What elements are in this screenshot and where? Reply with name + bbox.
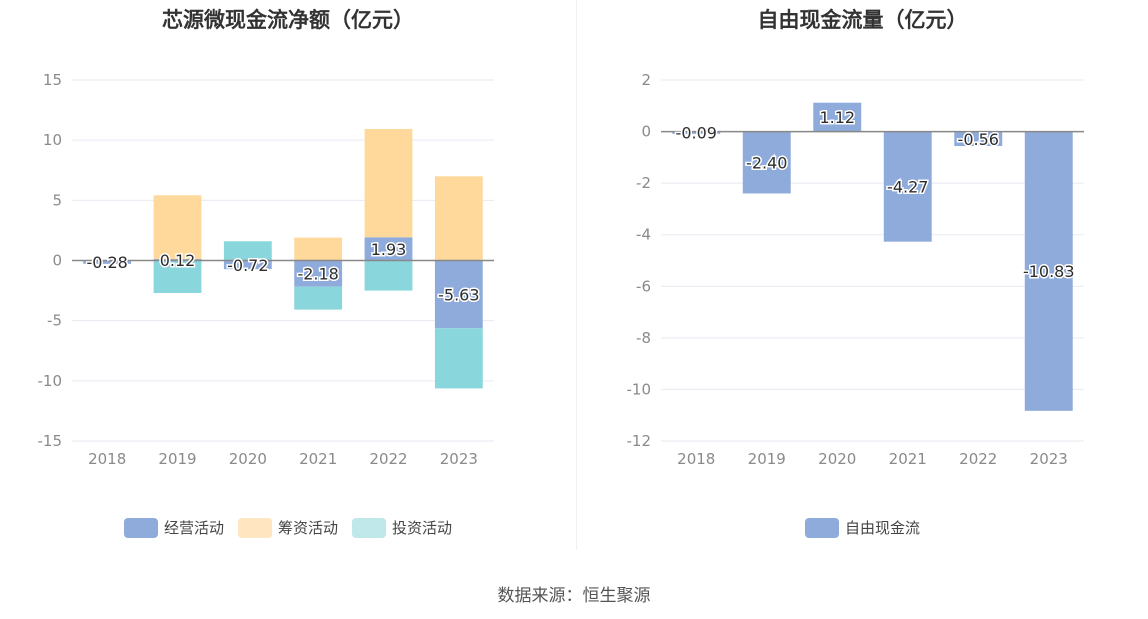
x-tick-label: 2022 (369, 450, 407, 468)
bar-segment (742, 131, 791, 194)
bar-segment (813, 102, 862, 132)
chart-legend: 自由现金流 (577, 517, 1148, 538)
legend-label: 投资活动 (392, 519, 453, 537)
y-tick-label: 5 (52, 191, 62, 209)
cash-flow-net-chart-panel: 芯源微现金流净额（亿元） 15 10 5 0 -5 -10 -15 2018 2019 2020 2… (0, 8, 576, 538)
legend-item[interactable]: 筹资活动 (237, 517, 338, 538)
bar-value-label: -2.18 (297, 265, 338, 284)
bar-value-label: -10.83 (1023, 262, 1075, 281)
bar-segment (83, 260, 132, 264)
bar-segment (434, 260, 483, 329)
x-tick-label: 2018 (677, 450, 715, 468)
bar-value-label: 1.12 (819, 108, 855, 127)
bar-segment (294, 286, 343, 310)
y-tick-label: 15 (43, 71, 62, 89)
bar-segment (294, 260, 343, 287)
y-tick-label: -4 (636, 226, 651, 244)
bar-segment (883, 131, 932, 242)
y-tick-label: -6 (636, 277, 651, 295)
bar-value-label: -5.63 (438, 285, 479, 304)
chart-title: 芯源微现金流净额（亿元） (162, 8, 414, 32)
data-source-note: 数据来源：恒生聚源 (497, 586, 651, 606)
y-tick-label: 10 (43, 131, 62, 149)
y-tick-label: -10 (38, 372, 63, 390)
legend-label: 筹资活动 (277, 519, 338, 537)
bar-value-label: -0.09 (676, 124, 717, 143)
legend-item[interactable]: 经营活动 (123, 517, 224, 538)
x-tick-label: 2022 (959, 450, 997, 468)
bar-value-label: -0.72 (227, 256, 268, 275)
bar-segment (1024, 131, 1073, 411)
y-tick-label: -8 (636, 329, 651, 347)
legend-label: 自由现金流 (844, 519, 920, 537)
bar-segment (434, 176, 483, 261)
bar-segment (364, 128, 413, 238)
bar-segment (434, 328, 483, 389)
bar-value-label: 0.12 (160, 251, 196, 270)
free-cash-flow-chart: 2 0 -2 -4 -6 -8 -10 -12 2018 2019 2020 2021 2022 2023… (627, 71, 1084, 468)
y-tick-label: 0 (52, 252, 62, 270)
bar-value-label: -2.40 (746, 154, 787, 173)
x-tick-label: 2023 (440, 450, 478, 468)
y-tick-label: 2 (641, 71, 651, 89)
chart-legend: 经营活动 筹资活动 投资活动 (0, 517, 576, 538)
bar-segment (153, 260, 202, 293)
x-tick-label: 2019 (158, 450, 196, 468)
y-tick-label: -12 (627, 432, 652, 450)
bar-segment (153, 195, 202, 260)
y-tick-label: -15 (38, 432, 63, 450)
bar-segment (294, 237, 343, 261)
x-tick-label: 2020 (818, 450, 856, 468)
bar-value-label: -0.56 (958, 130, 999, 149)
legend-swatch (237, 517, 272, 538)
bar-segment (223, 241, 272, 261)
legend-item[interactable]: 投资活动 (352, 517, 452, 538)
bar-segment (364, 260, 413, 291)
x-tick-label: 2021 (889, 450, 927, 468)
panel-divider (576, 0, 577, 550)
legend-item[interactable]: 自由现金流 (804, 517, 920, 538)
bar-segment (672, 131, 721, 134)
legend-swatch (804, 517, 839, 538)
free-cash-flow-chart-panel: 自由现金流量（亿元） 2 0 -2 -4 -6 -8 -10 -12 2018 2019 2020 2… (577, 0, 1148, 619)
bar-segment (364, 237, 413, 261)
bar-value-label: -0.28 (86, 253, 127, 272)
y-tick-label: 0 (641, 123, 651, 141)
bar-segment (223, 260, 272, 270)
x-tick-label: 2018 (88, 450, 126, 468)
legend-swatch (352, 517, 386, 538)
x-tick-label: 2020 (229, 450, 267, 468)
x-tick-label: 2023 (1030, 450, 1068, 468)
y-tick-label: -2 (636, 174, 651, 192)
legend-label: 经营活动 (163, 519, 224, 537)
bar-segment (954, 131, 1003, 147)
cash-flow-net-chart: 15 10 5 0 -5 -10 -15 2018 2019 2020 2021 2022 2023 -0… (38, 71, 494, 468)
chart-title: 自由现金流量（亿元） (757, 8, 968, 32)
x-tick-label: 2019 (748, 450, 786, 468)
y-tick-label: -10 (627, 380, 652, 398)
bar-value-label: 1.93 (371, 240, 407, 259)
y-tick-label: -5 (47, 312, 62, 330)
x-tick-label: 2021 (299, 450, 337, 468)
bar-value-label: -4.27 (887, 178, 928, 197)
legend-swatch (123, 517, 158, 538)
